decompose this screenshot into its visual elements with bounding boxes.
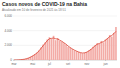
- bar: [44, 42, 46, 60]
- bar: [53, 36, 55, 60]
- x-tick-label: set: [66, 62, 70, 66]
- x-tick-label: mai: [30, 62, 35, 66]
- bar: [61, 42, 63, 60]
- chart-svg: Casos novos de COVID-19 na BahiaAtualiza…: [0, 0, 120, 68]
- bar: [59, 41, 61, 60]
- x-tick-label: mar: [11, 62, 16, 66]
- bar: [94, 45, 96, 60]
- bar: [65, 45, 67, 60]
- bar: [78, 52, 80, 60]
- bar: [111, 37, 113, 60]
- bar: [57, 38, 59, 60]
- plot-area: [14, 27, 117, 60]
- bar: [69, 48, 71, 60]
- bar: [82, 53, 84, 60]
- x-tick-label: jul: [47, 62, 51, 66]
- grid-line: [13, 30, 117, 31]
- chart-container: Casos novos de COVID-19 na BahiaAtualiza…: [0, 0, 120, 68]
- grid-line: [13, 16, 117, 17]
- bar: [113, 33, 115, 60]
- bar: [63, 43, 65, 60]
- bar: [105, 39, 107, 60]
- bar: [51, 39, 53, 60]
- bar: [101, 41, 103, 60]
- bar: [80, 53, 82, 60]
- y-tick-label: 6.000: [4, 14, 12, 18]
- bar: [88, 50, 90, 60]
- x-tick-label: jan: [103, 62, 108, 66]
- bar: [74, 50, 76, 60]
- subtitle: Atualizado em 10 de fevereiro de 2021 às…: [2, 8, 66, 12]
- y-tick-label: 4.000: [4, 29, 12, 33]
- bar: [107, 38, 109, 60]
- y-tick-label: 2.000: [4, 43, 12, 47]
- bar: [103, 42, 105, 60]
- bar: [76, 51, 78, 60]
- bar: [55, 40, 57, 60]
- bar: [98, 44, 100, 60]
- bar: [109, 35, 111, 60]
- bar: [92, 47, 94, 60]
- bar: [84, 53, 86, 60]
- bar: [86, 52, 88, 60]
- title: Casos novos de COVID-19 na Bahia: [2, 1, 87, 7]
- bar: [90, 49, 92, 60]
- line: [14, 31, 116, 60]
- bar: [67, 47, 69, 60]
- bar: [71, 49, 73, 60]
- x-tick-label: nov: [84, 62, 89, 66]
- bar: [49, 37, 51, 60]
- bar: [46, 39, 48, 60]
- bar: [96, 43, 98, 60]
